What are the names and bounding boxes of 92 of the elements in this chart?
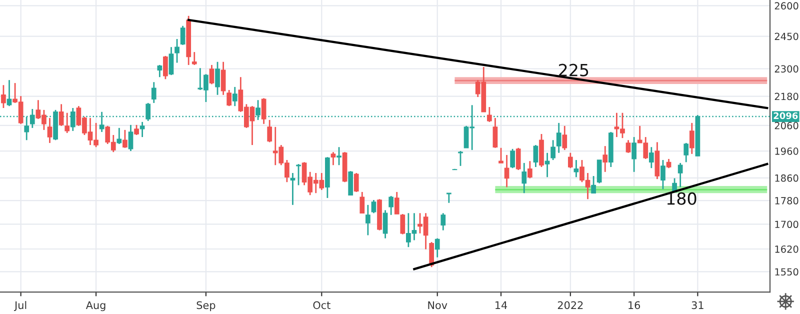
x-tick-label: Oct: [313, 301, 330, 310]
candlestick: [336, 146, 342, 166]
candlestick: [533, 144, 538, 168]
candlestick: [366, 204, 370, 236]
candlestick: [434, 238, 440, 258]
candlestick: [146, 102, 151, 122]
candlestick: [648, 146, 654, 169]
candlestick: [47, 117, 52, 144]
candlestick: [486, 106, 492, 123]
candlestick: [163, 55, 168, 80]
candlestick: [522, 162, 527, 194]
candlestick: [168, 46, 174, 76]
candlestick: [568, 152, 573, 169]
candlestick: [371, 199, 376, 214]
y-tick-label: 2600: [774, 2, 798, 10]
candlestick: [666, 158, 672, 169]
candlestick: [290, 172, 296, 206]
y-tick-label: 2450: [774, 32, 798, 40]
candlestick: [30, 108, 35, 129]
candlestick: [492, 117, 498, 149]
candlestick: [602, 145, 608, 173]
candlestick: [689, 122, 694, 155]
candlestick: [550, 139, 556, 161]
y-tick-label: 1960: [775, 148, 798, 155]
candlestick: [504, 154, 510, 188]
candlestick: [516, 147, 521, 171]
candlestick: [382, 209, 388, 240]
candlestick: [510, 148, 515, 169]
annotation: 225: [558, 64, 588, 76]
candlestick: [360, 191, 365, 214]
x-tick-label: 14: [496, 301, 508, 309]
y-tick-label: 1860: [775, 174, 798, 182]
candlestick: [116, 127, 122, 145]
candlestick: [348, 170, 354, 196]
candlestick: [678, 162, 683, 188]
candlestick: [330, 151, 336, 166]
candlestick: [458, 150, 463, 167]
candlestick: [574, 159, 579, 178]
candlestick: [498, 147, 504, 164]
candlestick: [660, 159, 666, 190]
y-tick-label: 1780: [775, 197, 798, 204]
candlestick: [562, 125, 568, 151]
candlestick: [174, 38, 180, 64]
candlestick: [400, 213, 406, 235]
y-tick-label: 2060: [774, 122, 798, 130]
x-tick-label: Aug: [86, 301, 106, 312]
candlestick: [226, 89, 232, 107]
candlestick: [591, 175, 596, 194]
candlestick: [429, 241, 434, 268]
annotation: 180: [667, 192, 696, 205]
x-tick-label: Jul: [14, 301, 26, 312]
candlestick: [632, 136, 636, 173]
candlestick: [58, 103, 64, 127]
candlestick: [232, 86, 238, 107]
candlestick: [140, 121, 145, 138]
candlestick: [527, 160, 532, 179]
candlestick: [220, 61, 226, 96]
candlestick: [296, 163, 301, 186]
candlestick: [64, 112, 70, 134]
ref-line-label: 2096: [774, 112, 798, 120]
candlestick: [1, 84, 6, 109]
candlestick: [556, 122, 562, 154]
candlestick: [180, 25, 186, 46]
x-tick-label: 31: [692, 301, 704, 310]
y-tick-label: 1550: [775, 268, 798, 276]
candlestick: [446, 192, 452, 204]
candlestick: [209, 64, 214, 85]
y-tick-label: 1620: [775, 245, 798, 253]
candlestick: [626, 139, 631, 154]
candlestick: [215, 61, 220, 96]
candlestick: [122, 129, 128, 149]
candlestick: [261, 98, 266, 125]
candlestick: [394, 191, 400, 215]
x-tick-label: Sep: [196, 301, 216, 312]
y-tick-label: 2300: [774, 65, 798, 73]
candlestick: [157, 64, 162, 78]
candlestick: [128, 124, 134, 152]
candlestick: [192, 51, 197, 66]
candlestick: [354, 172, 359, 193]
candlestick: [544, 152, 550, 178]
candlestick: [440, 212, 446, 231]
y-tick-label: 2180: [774, 92, 798, 100]
candlestick: [596, 159, 602, 184]
candlestick: [134, 124, 139, 136]
x-tick-label: 16: [628, 301, 640, 310]
candlestick: [684, 142, 689, 163]
x-tick-label: 2022: [558, 301, 583, 310]
x-tick-label: Nov: [428, 301, 448, 310]
candlestick: [388, 195, 394, 216]
candlestick: [151, 81, 156, 104]
y-tick-label: 1700: [775, 220, 798, 228]
candlestick: [267, 119, 272, 143]
